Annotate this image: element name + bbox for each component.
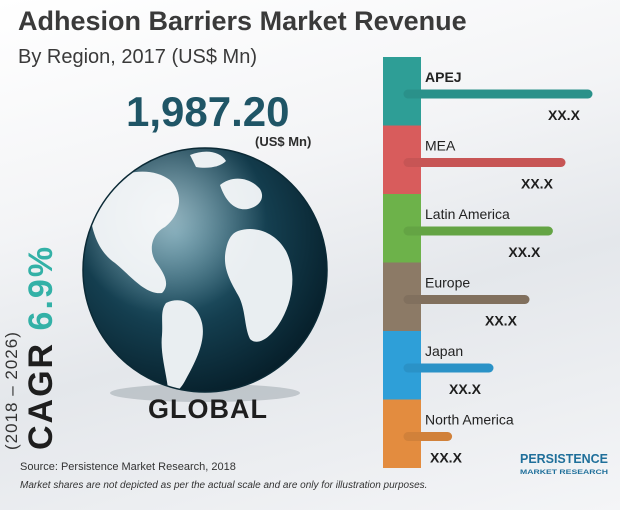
region-value-mea: XX.X [521, 176, 554, 192]
region-value-japan: XX.X [449, 381, 482, 397]
svg-text:MARKET RESEARCH: MARKET RESEARCH [520, 469, 608, 476]
region-label-europe: Europe [425, 275, 470, 291]
global-label: GLOBAL [148, 394, 268, 424]
region-value-latin-america: XX.X [508, 244, 541, 260]
source-note: Source: Persistence Market Research, 201… [20, 461, 236, 473]
svg-text:PERSISTENCE: PERSISTENCE [520, 451, 608, 466]
persistence-logo: PERSISTENCE MARKET RESEARCH [520, 451, 608, 476]
region-label-apej: APEJ [425, 69, 462, 85]
globe-icon [82, 147, 328, 402]
region-label-mea: MEA [425, 138, 456, 154]
region-label-north-america: North America [425, 412, 514, 428]
chart-title: Adhesion Barriers Market Revenue [18, 6, 467, 36]
global-revenue-unit: (US$ Mn) [255, 134, 312, 149]
region-value-apej: XX.X [548, 107, 581, 123]
disclaimer-note: Market shares are not depicted as per th… [20, 480, 428, 491]
region-label-latin-america: Latin America [425, 206, 510, 222]
chart-subtitle: By Region, 2017 (US$ Mn) [18, 46, 258, 68]
global-revenue-value: 1,987.20 [126, 88, 290, 135]
region-value-europe: XX.X [485, 313, 518, 329]
region-label-japan: Japan [425, 343, 463, 359]
region-value-north-america: XX.X [430, 450, 463, 466]
